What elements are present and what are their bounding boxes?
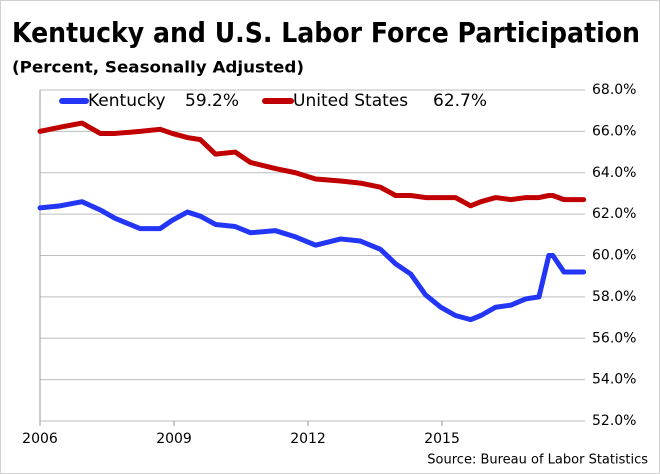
x-tick-label: 2009	[156, 431, 192, 447]
x-tick-label: 2006	[22, 431, 58, 447]
y-tick-label: 56.0%	[592, 330, 636, 346]
chart-subtitle: (Percent, Seasonally Adjusted)	[12, 58, 304, 77]
y-tick-label: 60.0%	[592, 248, 636, 264]
x-tick-label: 2015	[424, 431, 460, 447]
source-note: Source: Bureau of Labor Statistics	[427, 453, 648, 468]
y-tick-label: 66.0%	[592, 123, 636, 139]
y-tick-label: 62.0%	[592, 206, 636, 222]
legend-value: 62.7%	[433, 91, 487, 111]
series-line	[37, 199, 587, 323]
chart-title: Kentucky and U.S. Labor Force Participat…	[12, 16, 640, 49]
y-tick-label: 58.0%	[592, 289, 636, 305]
y-tick-label: 52.0%	[592, 413, 636, 429]
x-tick-label: 2012	[290, 431, 326, 447]
series-line	[37, 120, 587, 209]
legend-label: Kentucky	[88, 91, 166, 111]
y-tick-label: 68.0%	[592, 82, 636, 98]
y-tick-label: 54.0%	[592, 372, 636, 388]
legend-label: United States	[293, 91, 408, 111]
y-tick-label: 64.0%	[592, 165, 636, 181]
legend-value: 59.2%	[185, 91, 239, 111]
